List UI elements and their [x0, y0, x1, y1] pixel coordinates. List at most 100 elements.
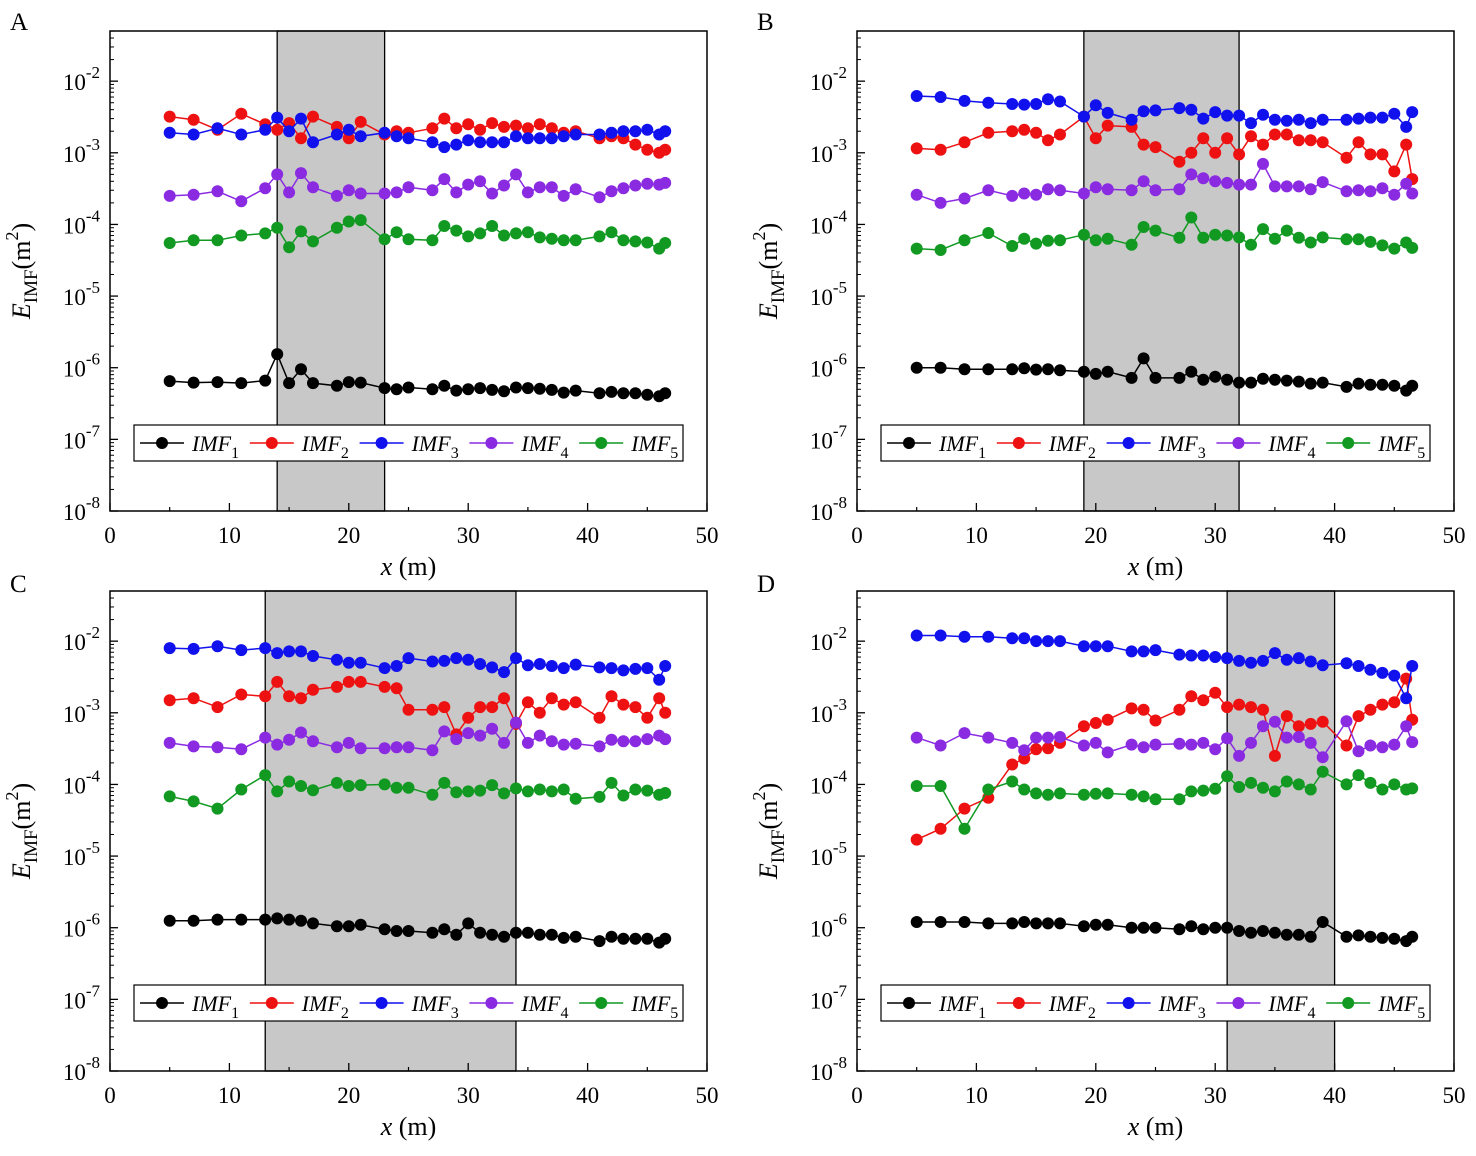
data-point: [378, 778, 391, 791]
data-point: [1388, 738, 1401, 751]
data-point: [402, 781, 415, 794]
data-point: [1292, 180, 1305, 193]
data-point: [283, 913, 296, 926]
data-point: [1137, 645, 1150, 658]
data-point: [1316, 659, 1329, 672]
data-point: [295, 780, 307, 792]
data-point: [1209, 146, 1222, 159]
data-point: [1221, 770, 1234, 783]
x-tick-label: 20: [1084, 523, 1107, 548]
data-point: [557, 130, 570, 143]
data-point: [211, 701, 224, 714]
data-point: [659, 125, 672, 138]
data-point: [330, 653, 343, 666]
data-point: [557, 783, 570, 796]
data-point: [1245, 656, 1257, 669]
data-point: [1042, 917, 1054, 930]
data-point: [1316, 136, 1329, 149]
data-point: [1209, 651, 1222, 663]
data-point: [462, 230, 475, 243]
data-point: [474, 658, 487, 670]
data-point: [1137, 921, 1150, 934]
data-point: [910, 188, 923, 201]
data-point: [438, 112, 451, 125]
data-point: [533, 181, 546, 194]
legend: IMF1 IMF2 IMF3 IMF4 IMF5: [133, 984, 684, 1022]
data-point: [307, 683, 319, 696]
legend-label: IMF1: [938, 431, 986, 462]
data-point: [474, 701, 487, 714]
y-tick-label: 10-8: [810, 1053, 847, 1085]
y-tick-label: 10-6: [810, 910, 847, 942]
data-point: [486, 661, 499, 674]
data-point: [569, 234, 582, 247]
x-tick-label: 10: [965, 1083, 988, 1108]
data-point: [1030, 743, 1043, 756]
data-point: [1233, 781, 1246, 793]
x-tick-label: 30: [457, 1083, 480, 1108]
series-imf3: [163, 640, 672, 686]
data-point: [629, 179, 642, 192]
data-point: [1340, 715, 1353, 728]
legend-label: IMF2: [301, 431, 349, 462]
y-tick-label: 10-3: [63, 135, 100, 167]
data-point: [330, 776, 343, 789]
data-point: [1364, 930, 1377, 943]
series-imf4: [163, 716, 672, 757]
legend-item-imf5: IMF5: [1326, 991, 1425, 1022]
data-point: [402, 703, 415, 716]
data-point: [1030, 635, 1043, 648]
data-point: [1280, 731, 1293, 744]
data-point: [330, 920, 343, 933]
legend-item-imf1: IMF1: [140, 431, 239, 462]
data-point: [426, 234, 439, 247]
legend-item-imf1: IMF1: [140, 991, 239, 1022]
data-point: [1292, 113, 1305, 126]
data-point: [1352, 660, 1365, 672]
data-point: [426, 703, 439, 716]
data-point: [1316, 916, 1329, 928]
data-point: [307, 136, 319, 149]
data-point: [1221, 732, 1234, 745]
data-point: [521, 926, 534, 939]
data-point: [1304, 655, 1317, 668]
data-point: [569, 696, 582, 709]
data-point: [1376, 698, 1389, 711]
legend-label: IMF4: [520, 431, 568, 462]
data-point: [545, 383, 558, 396]
data-point: [1197, 112, 1210, 125]
data-point: [1280, 114, 1293, 127]
data-point: [259, 642, 272, 655]
data-point: [271, 738, 284, 751]
legend-label: IMF4: [1267, 991, 1315, 1022]
data-point: [402, 181, 415, 194]
data-point: [934, 361, 947, 374]
data-point: [510, 130, 522, 143]
data-point: [1304, 236, 1317, 249]
data-point: [462, 785, 475, 798]
data-point: [653, 692, 666, 705]
data-point: [629, 125, 642, 138]
data-point: [1030, 731, 1043, 744]
data-point: [187, 692, 200, 705]
data-point: [1292, 928, 1305, 941]
legend-marker: [1012, 437, 1025, 449]
data-point: [1185, 365, 1198, 378]
data-point: [510, 381, 522, 394]
data-point: [462, 134, 475, 147]
data-point: [934, 629, 947, 642]
data-point: [307, 181, 319, 194]
data-point: [1340, 151, 1353, 164]
data-point: [1233, 749, 1246, 762]
data-point: [958, 136, 971, 149]
data-point: [1089, 367, 1102, 380]
data-point: [426, 744, 439, 757]
data-point: [641, 123, 654, 136]
series-line: [916, 634, 1413, 701]
data-point: [1006, 736, 1019, 749]
data-point: [934, 916, 947, 928]
data-point: [283, 377, 296, 390]
data-point: [187, 740, 200, 753]
data-point: [1376, 111, 1389, 124]
data-point: [1388, 778, 1401, 791]
